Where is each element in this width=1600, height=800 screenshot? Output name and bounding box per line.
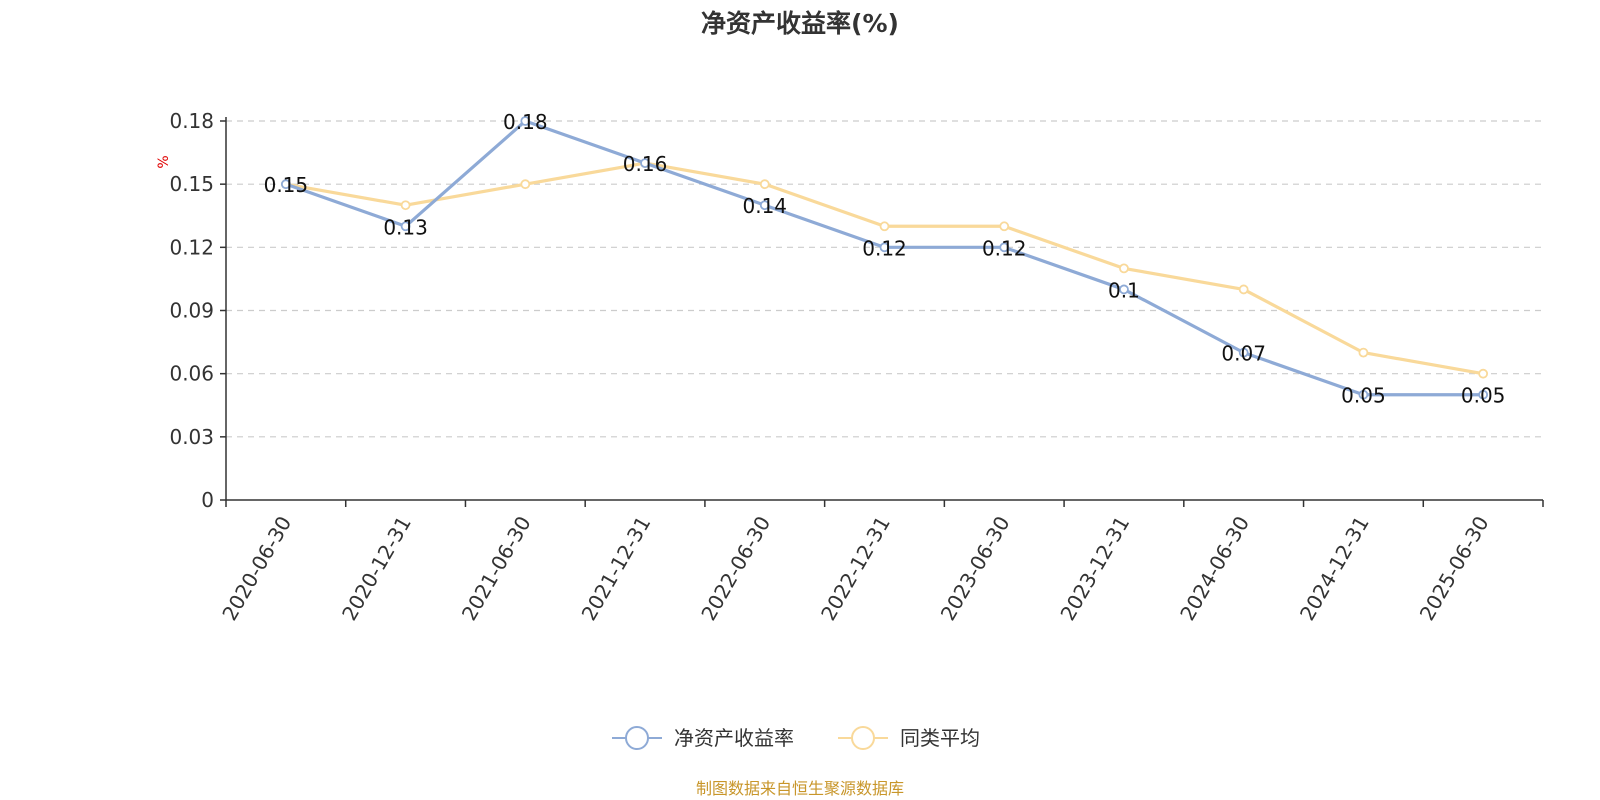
y-tick-label: 0.18	[169, 109, 214, 133]
series-line-1	[285, 161, 1484, 376]
data-label: 0.16	[623, 152, 668, 176]
data-point	[759, 200, 770, 211]
legend-item-1: 同类平均	[838, 726, 980, 750]
data-point	[999, 221, 1010, 232]
data-point	[1478, 389, 1489, 400]
data-point	[1358, 389, 1369, 400]
x-tick-label: 2020-12-31	[337, 512, 416, 625]
data-label: 0.05	[1461, 384, 1506, 408]
data-point	[520, 179, 531, 190]
data-point	[400, 200, 411, 211]
legend-marker	[625, 726, 649, 750]
data-point	[1119, 263, 1129, 274]
data-label: 0.13	[383, 215, 428, 239]
data-point	[520, 116, 531, 126]
data-point	[400, 221, 411, 232]
x-tick-label: 2023-06-30	[936, 512, 1015, 625]
chart-title: 净资产收益率(%)	[701, 9, 899, 38]
x-tick-label: 2022-12-31	[816, 512, 895, 625]
x-tick-label: 2023-12-31	[1055, 512, 1134, 625]
axes	[225, 117, 1543, 501]
x-tick-label: 2024-06-30	[1175, 512, 1254, 625]
data-point	[759, 179, 770, 190]
y-tick-label: 0.15	[169, 172, 214, 196]
legend-marker	[851, 726, 875, 750]
y-tick-label: 0.06	[169, 362, 214, 386]
data-label: 0.05	[1341, 384, 1386, 408]
x-tick-label: 2022-06-30	[696, 512, 775, 625]
legend: 净资产收益率 同类平均	[612, 726, 980, 750]
data-label: 0.15	[264, 173, 309, 197]
data-label: 0.07	[1221, 342, 1266, 366]
x-tick-label: 2024-12-31	[1295, 512, 1374, 625]
data-label: 0.14	[743, 194, 788, 218]
data-labels: 0.15 0.13 0.18 0.16 0.14 0.12 0.12 0.1 0.07 0.05 0…	[264, 110, 1506, 408]
data-point	[640, 158, 650, 169]
data-point	[1238, 347, 1249, 358]
y-axis-ticks: 0 0.03 0.06 0.09 0.12 0.15 0.18	[169, 109, 226, 512]
data-label: 0.12	[862, 236, 907, 260]
x-tick-label: 2021-06-30	[457, 512, 536, 625]
y-tick-label: 0	[201, 488, 214, 512]
y-tick-label: 0.12	[169, 235, 214, 259]
x-tick-label: 2025-06-30	[1415, 512, 1494, 625]
series-layer	[280, 116, 1489, 400]
data-point	[1119, 284, 1129, 295]
data-label: 0.1	[1108, 278, 1140, 302]
data-point	[999, 242, 1010, 253]
y-tick-label: 0.03	[169, 425, 214, 449]
x-tick-label: 2020-06-30	[217, 512, 296, 625]
x-tick-label: 2021-12-31	[577, 512, 656, 625]
data-point	[1478, 368, 1489, 379]
data-point	[879, 221, 890, 232]
data-label: 0.18	[503, 110, 548, 134]
y-axis-unit-label: %	[156, 155, 172, 168]
data-label: 0.12	[982, 236, 1027, 260]
source-note: 制图数据来自恒生聚源数据库	[696, 779, 904, 798]
legend-label: 同类平均	[900, 726, 980, 750]
legend-label: 净资产收益率	[674, 726, 794, 750]
x-axis-ticks: 2020-06-30 2020-12-31 2021-06-30 2021-12-31…	[217, 500, 1544, 625]
data-point	[280, 179, 291, 190]
data-point	[1358, 347, 1369, 358]
legend-item-0: 净资产收益率	[612, 726, 794, 750]
data-point	[1238, 284, 1249, 295]
data-point	[879, 242, 890, 253]
y-tick-label: 0.09	[169, 299, 214, 323]
